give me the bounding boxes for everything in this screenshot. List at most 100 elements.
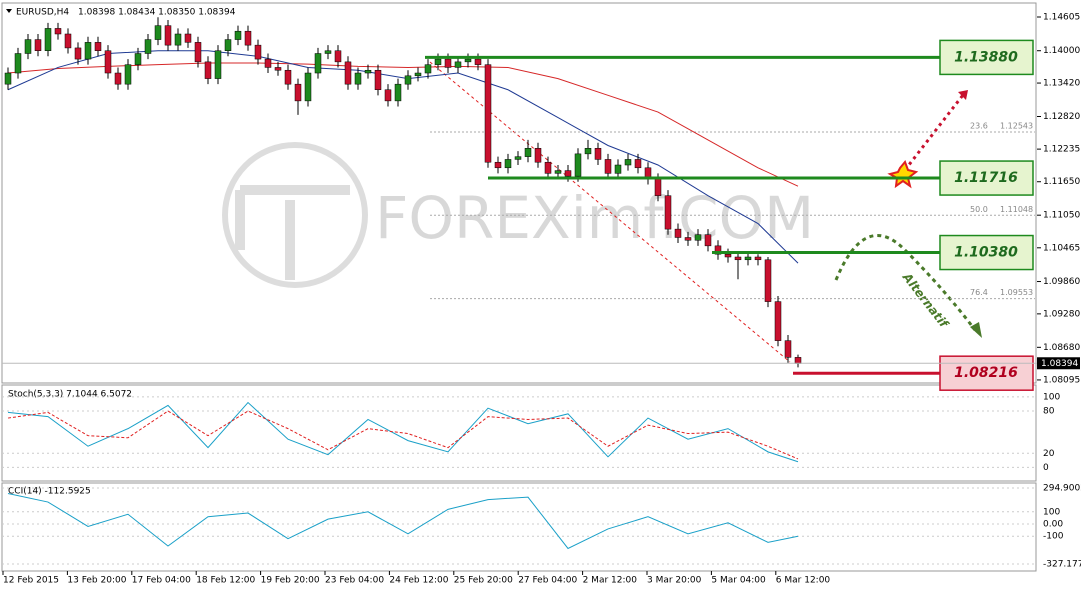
candle-body	[674, 228, 682, 238]
fibo-value: 1.09553	[1000, 288, 1033, 297]
x-tick-label: 3 Mar 20:00	[647, 576, 702, 586]
candle-body	[654, 178, 662, 196]
candle-body	[484, 64, 492, 163]
moving-average	[7, 62, 799, 187]
alt-arrow-head	[970, 322, 982, 338]
candle-body	[584, 148, 592, 155]
x-tick-label: 17 Feb 04:00	[132, 576, 191, 586]
candle-body	[704, 234, 712, 247]
candle-body	[784, 340, 792, 358]
y-tick-label: 294.9002	[1043, 484, 1081, 494]
candle-body	[554, 170, 562, 174]
candle-body	[424, 64, 432, 74]
candle-body	[764, 259, 772, 302]
candle-body	[794, 357, 802, 364]
candle-body	[324, 50, 332, 54]
candle-body	[224, 39, 232, 51]
x-tick-label: 2 Mar 12:00	[583, 576, 638, 586]
candle-body	[234, 30, 242, 40]
watermark-logo	[222, 142, 368, 288]
candle-body	[614, 164, 622, 174]
y-tick-label: -327.1773	[1043, 560, 1081, 570]
candle-body	[194, 42, 202, 63]
x-tick-label: 27 Feb 04:00	[518, 576, 577, 586]
candle-body	[174, 33, 182, 46]
candle-body	[734, 256, 742, 261]
candle-body	[544, 161, 552, 174]
stoch-panel	[1, 384, 1037, 482]
x-tick-label: 24 Feb 12:00	[389, 576, 448, 586]
candle-body	[264, 58, 272, 68]
fibo-value: 1.12543	[1000, 121, 1033, 130]
candle-body	[44, 28, 52, 51]
candle-body	[634, 159, 642, 169]
candle-body	[454, 61, 462, 68]
candle-body	[274, 67, 282, 71]
fibo-value: 1.11048	[1000, 205, 1033, 214]
candle-body	[694, 234, 702, 241]
last-price-box	[1037, 357, 1080, 370]
candle-body	[394, 83, 402, 102]
level-box	[939, 234, 1034, 271]
level-label: 1.08216	[954, 365, 1018, 381]
candle-body	[144, 39, 152, 54]
candle-body	[304, 72, 312, 102]
fibo-ratio: 76.4	[970, 288, 988, 297]
menu-triangle	[6, 9, 12, 13]
candle-body	[714, 245, 722, 255]
y-tick-label: 100	[1043, 507, 1060, 517]
candle-body	[104, 50, 112, 74]
y-tick-label: 1.10465	[1043, 243, 1080, 253]
x-tick-label: 5 Mar 04:00	[711, 576, 766, 586]
alt-arrow	[834, 233, 977, 331]
candle-body	[594, 148, 602, 160]
indicator-line	[7, 410, 799, 460]
main-panel	[1, 2, 1037, 384]
y-tick-label: 100	[1043, 392, 1060, 402]
y-tick-label: 80	[1043, 407, 1055, 417]
candle-body	[574, 153, 582, 177]
fibo-ratio: 23.6	[970, 121, 988, 130]
candle-body	[494, 161, 502, 169]
level-box	[939, 160, 1034, 196]
candle-body	[774, 301, 782, 341]
candle-body	[204, 61, 212, 79]
y-tick-label: 1.14000	[1043, 46, 1080, 56]
y-tick-label: 1.11050	[1043, 211, 1080, 221]
last-price-label: 1.08394	[1041, 359, 1078, 369]
candle-body	[564, 170, 572, 177]
y-tick-label: 1.09280	[1043, 309, 1080, 319]
candle-body	[34, 39, 42, 51]
candle-body	[414, 72, 422, 77]
candle-body	[14, 53, 22, 74]
candle-body	[754, 256, 762, 261]
candle-body	[154, 25, 162, 40]
indicator-line	[7, 401, 799, 463]
candle-body	[744, 256, 752, 261]
up-arrow	[903, 94, 965, 171]
candle-body	[84, 42, 92, 60]
candle-body	[684, 237, 692, 241]
x-tick-label: 25 Feb 20:00	[454, 576, 513, 586]
fibo-ratio: 50.0	[970, 205, 988, 214]
cci-panel	[1, 482, 1037, 572]
candle-body	[284, 69, 292, 85]
y-tick-label: 1.09860	[1043, 277, 1080, 287]
candle-body	[344, 61, 352, 85]
candle-body	[74, 47, 82, 60]
x-tick-label: 23 Feb 04:00	[325, 576, 384, 586]
candle-body	[314, 53, 322, 74]
level-label: 1.11716	[954, 170, 1018, 186]
candle-body	[444, 58, 452, 68]
cci-label: CCI(14) -112.5925	[8, 487, 91, 497]
x-tick-label: 18 Feb 12:00	[196, 576, 255, 586]
y-tick-label: 20	[1043, 449, 1055, 459]
burst	[887, 160, 919, 189]
candle-body	[124, 64, 132, 85]
candle-body	[624, 159, 632, 166]
candle-body	[254, 44, 262, 60]
candle-body	[114, 72, 122, 85]
indicator-line	[7, 492, 799, 550]
candle-body	[434, 58, 442, 65]
